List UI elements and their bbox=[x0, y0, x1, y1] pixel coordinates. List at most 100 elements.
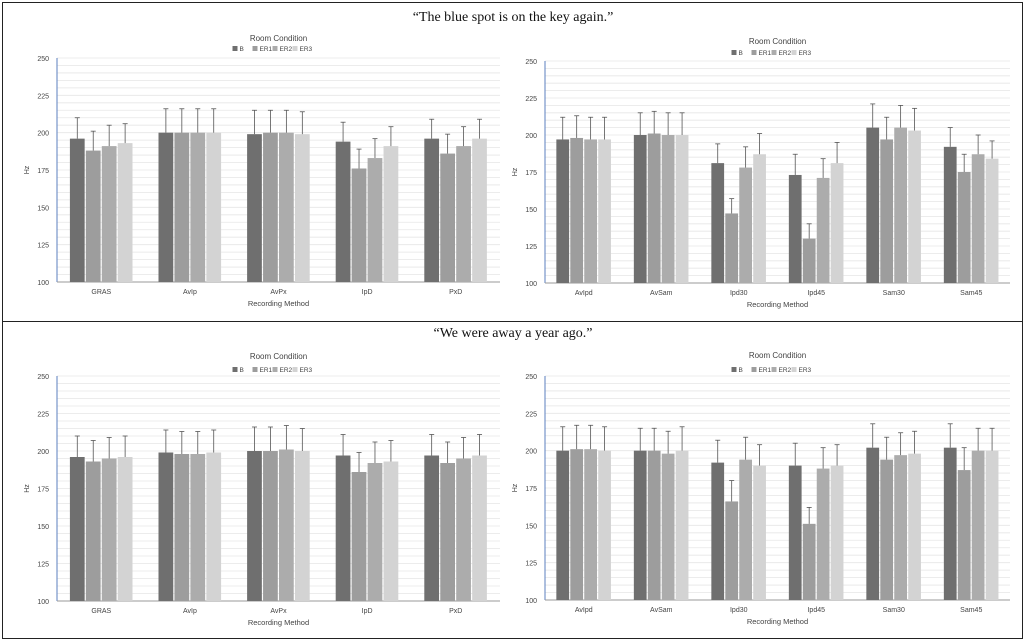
bar bbox=[830, 465, 844, 600]
bar bbox=[69, 138, 85, 282]
x-tick-label: IpD bbox=[362, 608, 373, 615]
legend-swatch bbox=[751, 50, 757, 55]
x-tick-label: AvIpd bbox=[575, 290, 593, 297]
x-tick-label: GRAS bbox=[91, 289, 111, 296]
bar bbox=[440, 153, 455, 282]
legend-label: B bbox=[240, 367, 244, 374]
bar bbox=[739, 459, 752, 600]
bar bbox=[440, 463, 455, 601]
y-tick-label: 125 bbox=[37, 243, 49, 250]
bar bbox=[174, 132, 190, 282]
bar bbox=[739, 167, 752, 283]
legend-label: ER2 bbox=[280, 46, 293, 53]
x-tick-label: Sam30 bbox=[883, 607, 905, 614]
bar bbox=[830, 163, 844, 283]
bar bbox=[985, 158, 999, 283]
x-tick-label: PxD bbox=[449, 289, 462, 296]
legend-swatch bbox=[791, 50, 797, 55]
y-tick-label: 150 bbox=[37, 205, 49, 212]
bar bbox=[711, 163, 725, 283]
y-tick-label: 150 bbox=[525, 207, 537, 214]
y-tick-label: 250 bbox=[37, 374, 49, 381]
y-tick-label: 200 bbox=[37, 449, 49, 456]
legend-swatch bbox=[731, 50, 737, 55]
bar bbox=[880, 459, 894, 600]
bar bbox=[647, 133, 661, 283]
bar bbox=[190, 132, 206, 282]
legend-label: ER1 bbox=[260, 46, 273, 53]
bar bbox=[788, 465, 802, 600]
x-tick-label: AvPx bbox=[270, 608, 287, 615]
bar bbox=[725, 501, 739, 600]
x-tick-label: GRAS bbox=[91, 608, 111, 615]
y-tick-label: 175 bbox=[525, 170, 537, 177]
legend-swatch bbox=[232, 46, 238, 51]
bar bbox=[866, 447, 880, 600]
x-tick-label: PxD bbox=[449, 608, 462, 615]
y-tick-label: 200 bbox=[525, 133, 537, 140]
bar bbox=[351, 472, 367, 601]
legend-swatch bbox=[252, 367, 258, 372]
bar bbox=[675, 450, 689, 600]
bar bbox=[294, 451, 310, 601]
y-tick-label: 225 bbox=[37, 412, 49, 419]
bar bbox=[943, 447, 957, 600]
bar bbox=[661, 453, 675, 600]
bar bbox=[675, 135, 689, 283]
legend-label: ER1 bbox=[260, 367, 273, 374]
y-tick-label: 250 bbox=[525, 59, 537, 66]
bar bbox=[802, 238, 816, 283]
bar bbox=[971, 450, 985, 600]
y-tick-label: 125 bbox=[37, 562, 49, 569]
y-tick-label: 175 bbox=[525, 486, 537, 493]
bar bbox=[279, 449, 294, 601]
bar bbox=[456, 458, 471, 601]
legend-label: ER1 bbox=[759, 367, 772, 374]
x-tick-label: Ipd30 bbox=[730, 607, 748, 614]
bar bbox=[908, 130, 921, 283]
x-axis-label: Recording Method bbox=[747, 617, 808, 626]
bar bbox=[424, 455, 440, 601]
legend-title: Room Condition bbox=[250, 352, 307, 361]
bar bbox=[711, 462, 725, 600]
bar bbox=[943, 146, 957, 283]
x-axis-label: Recording Method bbox=[747, 300, 808, 309]
y-tick-label: 100 bbox=[525, 598, 537, 605]
y-tick-label: 150 bbox=[37, 524, 49, 531]
legend-label: ER2 bbox=[779, 50, 792, 57]
bar bbox=[69, 457, 85, 601]
x-tick-label: AvIp bbox=[183, 608, 197, 615]
bar bbox=[753, 154, 766, 283]
legend-label: ER2 bbox=[280, 367, 293, 374]
bar bbox=[367, 158, 383, 282]
x-tick-label: AvSam bbox=[650, 290, 673, 297]
bar bbox=[753, 465, 766, 600]
bar bbox=[367, 463, 383, 601]
legend-label: B bbox=[739, 367, 743, 374]
legend-swatch bbox=[731, 367, 737, 372]
bar bbox=[957, 172, 971, 283]
legend-swatch bbox=[771, 367, 777, 372]
x-tick-label: Ipd45 bbox=[807, 290, 825, 297]
x-tick-label: AvIp bbox=[183, 289, 197, 296]
bar bbox=[174, 454, 190, 601]
bar bbox=[190, 454, 206, 601]
bar bbox=[117, 457, 133, 601]
legend-swatch bbox=[272, 367, 278, 372]
bar bbox=[633, 135, 647, 283]
legend-swatch bbox=[252, 46, 258, 51]
legend-swatch bbox=[751, 367, 757, 372]
legend-label: ER1 bbox=[759, 50, 772, 57]
bar bbox=[584, 139, 597, 283]
bar bbox=[158, 132, 174, 282]
legend-label: ER3 bbox=[300, 367, 313, 374]
bar bbox=[335, 455, 351, 601]
bar bbox=[598, 450, 611, 600]
x-axis-label: Recording Method bbox=[248, 618, 309, 627]
bar bbox=[556, 450, 570, 600]
bar bbox=[383, 146, 399, 282]
